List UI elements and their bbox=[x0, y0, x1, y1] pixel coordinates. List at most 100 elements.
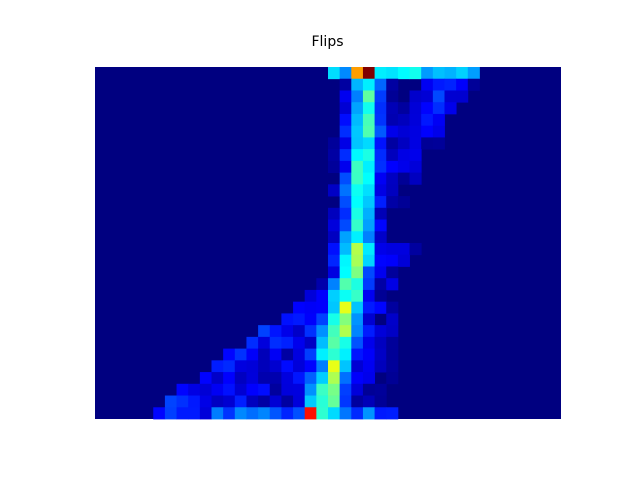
heatmap-cell bbox=[362, 266, 375, 279]
heatmap-cell bbox=[386, 360, 399, 373]
heatmap-cell bbox=[362, 78, 375, 91]
heatmap-cell bbox=[351, 184, 364, 197]
heatmap-cell bbox=[421, 90, 434, 103]
heatmap-cell bbox=[421, 113, 434, 127]
heatmap-cell bbox=[386, 254, 399, 267]
heatmap-cell bbox=[386, 196, 399, 209]
heatmap-cell bbox=[269, 325, 282, 338]
heatmap-cell bbox=[328, 219, 341, 232]
heatmap-cell bbox=[444, 78, 457, 91]
heatmap-cell bbox=[362, 313, 375, 326]
heatmap-cell bbox=[281, 407, 294, 420]
heatmap-cell bbox=[362, 172, 375, 185]
heatmap-cells bbox=[95, 67, 561, 420]
heatmap-cell bbox=[234, 395, 247, 408]
heatmap-cell bbox=[269, 372, 282, 385]
heatmap-cell bbox=[339, 395, 352, 408]
heatmap-cell bbox=[339, 266, 352, 279]
heatmap-cell bbox=[339, 219, 352, 232]
heatmap-cell bbox=[374, 395, 387, 408]
heatmap-cell bbox=[374, 90, 387, 103]
heatmap-cell bbox=[211, 360, 224, 373]
heatmap-cell bbox=[351, 289, 364, 303]
heatmap-cell bbox=[339, 78, 352, 91]
heatmap-cell bbox=[328, 407, 341, 420]
heatmap-cell bbox=[339, 336, 352, 349]
heatmap-cell bbox=[164, 407, 177, 420]
heatmap-cell bbox=[199, 383, 212, 396]
heatmap-cell bbox=[351, 78, 364, 91]
heatmap-cell bbox=[374, 207, 387, 220]
heatmap-cell bbox=[386, 243, 399, 256]
heatmap-cell bbox=[328, 254, 341, 267]
heatmap-cell bbox=[304, 372, 317, 385]
heatmap-cell bbox=[339, 149, 352, 162]
heatmap-cell bbox=[386, 266, 399, 279]
heatmap-cell bbox=[269, 360, 282, 373]
heatmap-cell bbox=[351, 67, 364, 80]
heatmap-cell bbox=[362, 395, 375, 408]
heatmap-cell bbox=[444, 67, 457, 80]
heatmap-cell bbox=[397, 149, 410, 162]
heatmap-cell bbox=[362, 67, 375, 80]
heatmap-cell bbox=[467, 78, 480, 91]
heatmap-cell bbox=[328, 360, 341, 373]
heatmap-cell bbox=[223, 407, 236, 420]
heatmap-cell bbox=[176, 407, 189, 420]
heatmap-cell bbox=[269, 383, 282, 396]
heatmap-cell bbox=[409, 149, 422, 162]
heatmap-cell bbox=[432, 113, 445, 127]
heatmap-cell bbox=[362, 231, 375, 244]
heatmap-cell bbox=[362, 219, 375, 232]
heatmap-cell bbox=[281, 383, 294, 396]
heatmap-cell bbox=[316, 348, 329, 361]
heatmap-cell bbox=[304, 313, 317, 326]
heatmap-cell bbox=[188, 395, 201, 408]
heatmap-cell bbox=[409, 113, 422, 127]
heatmap-cell bbox=[211, 383, 224, 396]
heatmap-cell bbox=[386, 325, 399, 338]
heatmap-cell bbox=[304, 325, 317, 338]
heatmap-cell bbox=[351, 278, 364, 291]
heatmap-cell bbox=[328, 301, 341, 314]
heatmap-cell bbox=[316, 383, 329, 396]
heatmap-cell bbox=[339, 184, 352, 197]
heatmap-cell bbox=[223, 395, 236, 408]
heatmap-cell bbox=[421, 78, 434, 91]
heatmap-cell bbox=[293, 372, 306, 385]
heatmap-cell bbox=[444, 90, 457, 103]
heatmap-cell bbox=[421, 137, 434, 150]
heatmap-cell bbox=[328, 372, 341, 385]
heatmap-cell bbox=[386, 301, 399, 314]
heatmap-cell bbox=[328, 266, 341, 279]
heatmap-cell bbox=[397, 113, 410, 127]
heatmap-cell bbox=[188, 383, 201, 396]
heatmap-cell bbox=[269, 395, 282, 408]
heatmap-cell bbox=[432, 102, 445, 115]
heatmap-cell bbox=[293, 301, 306, 314]
heatmap-cell bbox=[246, 383, 259, 396]
heatmap-cell bbox=[304, 395, 317, 408]
heatmap-cell bbox=[258, 407, 271, 420]
heatmap-cell bbox=[351, 90, 364, 103]
heatmap-cell bbox=[374, 219, 387, 232]
heatmap-cell bbox=[386, 278, 399, 291]
heatmap-cell bbox=[374, 113, 387, 127]
heatmap-cell bbox=[374, 266, 387, 279]
heatmap-cell bbox=[386, 172, 399, 185]
heatmap-cell bbox=[386, 348, 399, 361]
heatmap-cell bbox=[316, 372, 329, 385]
heatmap-cell bbox=[409, 90, 422, 103]
heatmap-cell bbox=[328, 67, 341, 80]
heatmap-cell bbox=[374, 102, 387, 115]
heatmap-cell bbox=[362, 325, 375, 338]
heatmap-cell bbox=[397, 243, 410, 256]
heatmap-cell bbox=[339, 102, 352, 115]
heatmap-cell bbox=[444, 102, 457, 115]
heatmap-cell bbox=[188, 407, 201, 420]
heatmap-cell bbox=[432, 78, 445, 91]
heatmap-cell bbox=[339, 278, 352, 291]
heatmap-cell bbox=[351, 372, 364, 385]
heatmap-cell bbox=[351, 113, 364, 127]
heatmap-cell bbox=[339, 160, 352, 173]
